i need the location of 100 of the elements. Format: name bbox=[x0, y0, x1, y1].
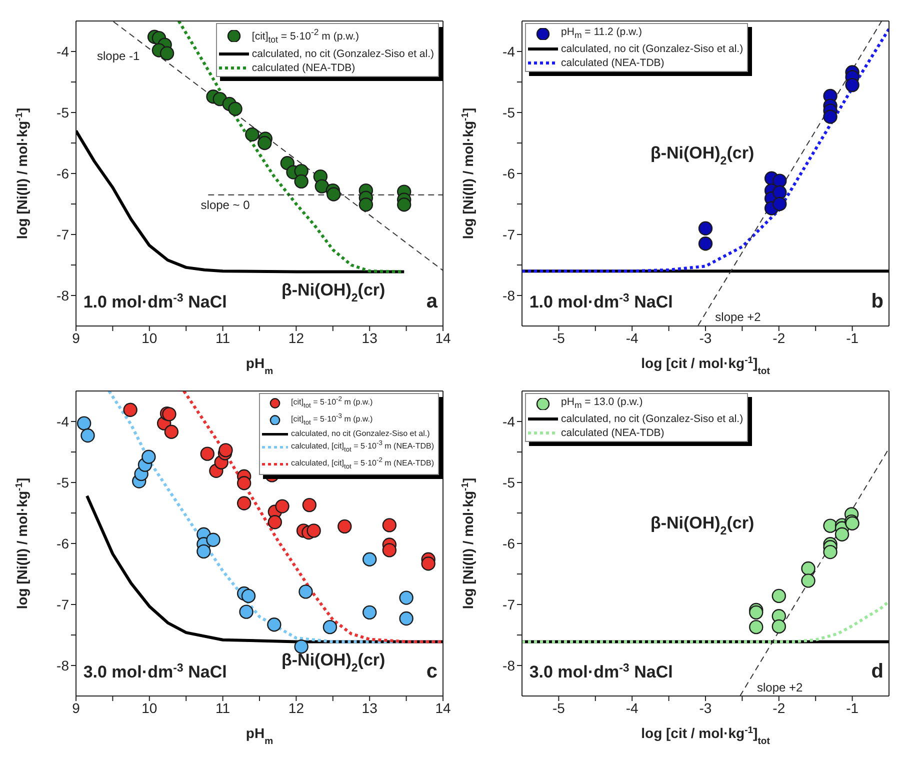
point bbox=[823, 544, 838, 560]
x-tick-label: -3 bbox=[699, 700, 712, 716]
point bbox=[196, 544, 211, 559]
legend-label: calculated, no cit (Gonzalez-Siso et al.) bbox=[561, 412, 744, 426]
y-tick-label: -4 bbox=[56, 43, 70, 60]
legend-label: [cit]$_{tot}$ = 5·10$^{-2}$ m (p.w.) bbox=[252, 26, 360, 47]
point bbox=[382, 543, 397, 558]
x-axis-title: log [cit / mol·kg$^{-1}$]$_{tot}$ bbox=[641, 724, 771, 746]
x-tick-label: 11 bbox=[216, 330, 230, 346]
legend-label: pH$_{m}$ = 11.2 (p.w.) bbox=[561, 25, 642, 42]
y-tick-label: -6 bbox=[502, 535, 516, 552]
point bbox=[362, 605, 377, 620]
annotation: β-Ni(OH)$_{2}$(cr) bbox=[650, 143, 754, 168]
y-tick-label: -4 bbox=[56, 413, 70, 430]
point bbox=[236, 476, 252, 490]
point bbox=[241, 588, 256, 604]
y-tick-label: -5 bbox=[56, 474, 70, 490]
point bbox=[823, 110, 838, 124]
x-tick-label: -1 bbox=[846, 330, 859, 346]
legend-label: calculated (NEA-TDB) bbox=[561, 426, 664, 440]
point bbox=[834, 527, 850, 542]
y-tick-label: -8 bbox=[56, 287, 70, 304]
legend-label: calculated (NEA-TDB) bbox=[252, 60, 356, 75]
legend-label: calculated, no cit (Gonzalez-Siso et al.) bbox=[561, 42, 744, 56]
point bbox=[200, 446, 214, 461]
x-tick-label: -1 bbox=[846, 700, 859, 716]
point bbox=[298, 584, 313, 599]
point bbox=[164, 424, 179, 439]
point bbox=[801, 561, 816, 576]
point bbox=[236, 496, 252, 510]
x-tick-label: 14 bbox=[435, 330, 451, 346]
annotation: 3.0 mol·dm$^{-3}$ NaCl bbox=[529, 662, 673, 682]
point bbox=[698, 236, 713, 251]
point bbox=[749, 620, 764, 634]
annotation: β-Ni(OH)$_{2}$(cr) bbox=[282, 280, 386, 304]
point bbox=[421, 556, 436, 571]
x-tick-label: 10 bbox=[142, 330, 158, 346]
point bbox=[76, 416, 92, 430]
point bbox=[218, 443, 233, 458]
point bbox=[245, 127, 260, 142]
point bbox=[294, 639, 308, 654]
annotation: slope ~ 0 bbox=[200, 198, 250, 212]
y-tick-label: -8 bbox=[502, 657, 516, 674]
y-tick-label: -7 bbox=[502, 226, 516, 242]
x-tick-label: 10 bbox=[142, 700, 158, 716]
point bbox=[772, 619, 786, 634]
line-series bbox=[76, 129, 406, 274]
point bbox=[123, 402, 138, 418]
point bbox=[268, 515, 282, 530]
y-tick-label: -7 bbox=[56, 226, 70, 242]
legend-label: [cit]$_{tot}$ = 5·10$^{-2}$ m (p.w.) bbox=[291, 395, 373, 412]
x-tick-label: -4 bbox=[626, 700, 639, 716]
y-tick-label: -8 bbox=[502, 287, 516, 304]
x-tick-label: 13 bbox=[362, 330, 378, 346]
annotation: d bbox=[871, 660, 884, 683]
y-tick-label: -6 bbox=[56, 535, 70, 552]
y-tick-label: -6 bbox=[502, 165, 516, 182]
annotation: 1.0 mol·dm$^{-3}$ NaCl bbox=[529, 292, 673, 312]
point bbox=[228, 102, 242, 116]
x-tick-label: -2 bbox=[772, 700, 786, 716]
point bbox=[397, 198, 412, 212]
line-series bbox=[522, 600, 889, 644]
x-axis-title: pH$_{m}$ bbox=[246, 355, 274, 376]
x-tick-label: 14 bbox=[435, 700, 451, 716]
legend-label: pH$_{m}$ = 13.0 (p.w.) bbox=[561, 395, 643, 412]
x-tick-label: 12 bbox=[288, 330, 304, 346]
point bbox=[302, 498, 317, 512]
x-tick-label: 9 bbox=[72, 330, 80, 346]
x-tick-label: -2 bbox=[772, 330, 786, 346]
annotation: 1.0 mol·dm$^{-3}$ NaCl bbox=[83, 292, 227, 312]
y-tick-label: -6 bbox=[56, 165, 70, 182]
annotation: b bbox=[871, 290, 884, 313]
point bbox=[823, 518, 838, 533]
annotation: 3.0 mol·dm$^{-3}$ NaCl bbox=[83, 662, 227, 682]
point bbox=[772, 588, 786, 604]
legend-label: calculated (NEA-TDB) bbox=[561, 56, 664, 70]
annotation: β-Ni(OH)$_{2}$(cr) bbox=[650, 513, 754, 538]
point bbox=[772, 174, 787, 188]
x-tick-label: 12 bbox=[288, 700, 304, 716]
x-tick-label: -3 bbox=[699, 330, 712, 346]
point bbox=[845, 78, 860, 92]
point bbox=[239, 604, 254, 619]
point bbox=[399, 590, 414, 605]
x-tick-label: -4 bbox=[626, 330, 639, 346]
annotation: β-Ni(OH)$_{2}$(cr) bbox=[282, 650, 386, 674]
point bbox=[326, 187, 341, 202]
point bbox=[358, 198, 374, 212]
point bbox=[294, 174, 308, 189]
point bbox=[275, 499, 290, 514]
point bbox=[772, 185, 787, 200]
annotation: slope -1 bbox=[97, 49, 140, 64]
annotation: a bbox=[426, 290, 438, 313]
point bbox=[206, 532, 220, 547]
y-tick-label: -5 bbox=[502, 474, 516, 490]
point bbox=[142, 450, 156, 464]
x-tick-label: -5 bbox=[552, 700, 566, 716]
legend-label: [cit]$_{tot}$ = 5·10$^{-3}$ m (p.w.) bbox=[291, 412, 373, 428]
point bbox=[258, 136, 272, 150]
legend-label: calculated, no cit (Gonzalez-Siso et al.) bbox=[252, 46, 434, 61]
x-tick-label: 9 bbox=[72, 700, 80, 716]
